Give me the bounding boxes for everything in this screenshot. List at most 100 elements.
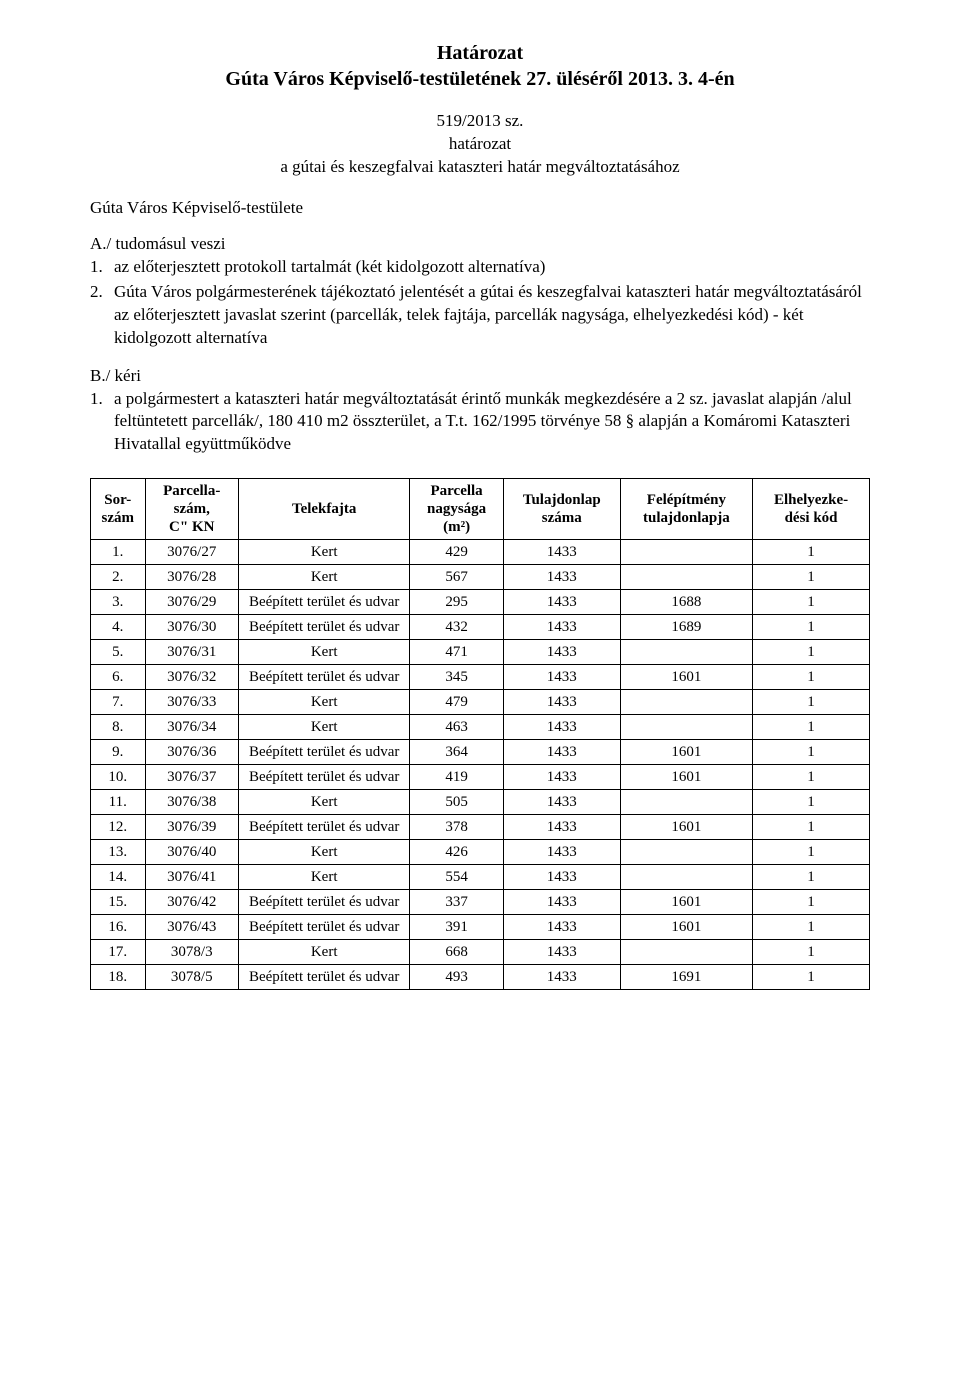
- table-row: 1.3076/27Kert42914331: [91, 540, 870, 565]
- cell-nagysag: 479: [410, 690, 503, 715]
- cell-kod: 1: [753, 640, 870, 665]
- cell-nagysag: 391: [410, 915, 503, 940]
- cell-felepitmeny: [620, 940, 752, 965]
- cell-kod: 1: [753, 865, 870, 890]
- table-row: 12.3076/39Beépített terület és udvar378 1…: [91, 815, 870, 840]
- cell-sorszam: 2.: [91, 565, 146, 590]
- table-row: 4.3076/30Beépített terület és udvar43214…: [91, 615, 870, 640]
- col-head-felepitmeny: Felépítménytulajdonlapja: [620, 479, 752, 540]
- cell-parcellaszam: 3076/27: [145, 540, 238, 565]
- cell-telekfajta: Beépített terület és udvar: [238, 740, 409, 765]
- cell-parcellaszam: 3076/37: [145, 765, 238, 790]
- cell-kod: 1: [753, 790, 870, 815]
- cell-kod: 1: [753, 590, 870, 615]
- cell-kod: 1: [753, 890, 870, 915]
- parcel-table: Sor-szám Parcella-szám,C" KN Telekfajta …: [90, 478, 870, 990]
- table-row: 18.3078/5Beépített terület és udvar49314…: [91, 965, 870, 990]
- cell-nagysag: 554: [410, 865, 503, 890]
- cell-sorszam: 9.: [91, 740, 146, 765]
- table-row: 2.3076/28Kert56714331: [91, 565, 870, 590]
- col-head-tulajdonlap: Tulajdonlapszáma: [503, 479, 620, 540]
- cell-tulajdonlap: 1433: [503, 915, 620, 940]
- cell-tulajdonlap: 1433: [503, 590, 620, 615]
- cell-felepitmeny: 1601: [620, 815, 752, 840]
- cell-felepitmeny: [620, 565, 752, 590]
- cell-telekfajta: Beépített terület és udvar: [238, 815, 409, 840]
- cell-kod: 1: [753, 815, 870, 840]
- cell-nagysag: 419: [410, 765, 503, 790]
- cell-sorszam: 18.: [91, 965, 146, 990]
- cell-telekfajta: Kert: [238, 865, 409, 890]
- cell-felepitmeny: [620, 640, 752, 665]
- cell-sorszam: 3.: [91, 590, 146, 615]
- cell-telekfajta: Kert: [238, 840, 409, 865]
- cell-parcellaszam: 3076/41: [145, 865, 238, 890]
- cell-kod: 1: [753, 840, 870, 865]
- cell-telekfajta: Kert: [238, 715, 409, 740]
- cell-kod: 1: [753, 940, 870, 965]
- cell-kod: 1: [753, 765, 870, 790]
- section-b-item-1-text: a polgármestert a kataszteri határ megvá…: [114, 389, 852, 454]
- cell-nagysag: 426: [410, 840, 503, 865]
- col-head-kod: Elhelyezke-dési kód: [753, 479, 870, 540]
- col-head-nagysag: Parcellanagysága(m²): [410, 479, 503, 540]
- table-row: 8.3076/34Kert46314331: [91, 715, 870, 740]
- cell-parcellaszam: 3076/39: [145, 815, 238, 840]
- cell-parcellaszam: 3076/28: [145, 565, 238, 590]
- section-a-item-1: 1.az előterjesztett protokoll tartalmát …: [90, 256, 870, 279]
- cell-kod: 1: [753, 690, 870, 715]
- cell-telekfajta: Kert: [238, 565, 409, 590]
- cell-tulajdonlap: 1433: [503, 715, 620, 740]
- resolution-header: 519/2013 sz. határozat a gútai és keszeg…: [90, 110, 870, 179]
- cell-telekfajta: Kert: [238, 940, 409, 965]
- cell-sorszam: 13.: [91, 840, 146, 865]
- cell-sorszam: 4.: [91, 615, 146, 640]
- cell-tulajdonlap: 1433: [503, 690, 620, 715]
- cell-telekfajta: Beépített terület és udvar: [238, 765, 409, 790]
- cell-tulajdonlap: 1433: [503, 965, 620, 990]
- cell-tulajdonlap: 1433: [503, 540, 620, 565]
- table-row: 13.3076/40Kert42614331: [91, 840, 870, 865]
- cell-felepitmeny: 1601: [620, 915, 752, 940]
- cell-telekfajta: Kert: [238, 690, 409, 715]
- cell-sorszam: 16.: [91, 915, 146, 940]
- cell-felepitmeny: [620, 865, 752, 890]
- cell-nagysag: 345: [410, 665, 503, 690]
- title-line-2: Gúta Város Képviselő-testületének 27. ül…: [90, 66, 870, 92]
- cell-telekfajta: Beépített terület és udvar: [238, 590, 409, 615]
- cell-kod: 1: [753, 965, 870, 990]
- table-row: 10.3076/37Beépített terület és udvar4191…: [91, 765, 870, 790]
- cell-tulajdonlap: 1433: [503, 765, 620, 790]
- cell-sorszam: 10.: [91, 765, 146, 790]
- cell-kod: 1: [753, 665, 870, 690]
- cell-telekfajta: Kert: [238, 640, 409, 665]
- table-row: 3.3076/29Beépített terület és udvar29514…: [91, 590, 870, 615]
- cell-felepitmeny: 1601: [620, 665, 752, 690]
- cell-nagysag: 378: [410, 815, 503, 840]
- cell-parcellaszam: 3078/5: [145, 965, 238, 990]
- table-row: 15.3076/42Beépített terület és udvar3371…: [91, 890, 870, 915]
- cell-felepitmeny: 1688: [620, 590, 752, 615]
- cell-telekfajta: Beépített terület és udvar: [238, 665, 409, 690]
- section-a-item-2: 2.Gúta Város polgármesterének tájékoztat…: [90, 281, 870, 350]
- table-row: 6.3076/32Beépített terület és udvar34514…: [91, 665, 870, 690]
- resolution-number: 519/2013 sz.: [90, 110, 870, 133]
- cell-nagysag: 295: [410, 590, 503, 615]
- cell-kod: 1: [753, 565, 870, 590]
- table-header-row: Sor-szám Parcella-szám,C" KN Telekfajta …: [91, 479, 870, 540]
- col-head-telekfajta: Telekfajta: [238, 479, 409, 540]
- col-head-sorszam: Sor-szám: [91, 479, 146, 540]
- cell-kod: 1: [753, 615, 870, 640]
- cell-sorszam: 8.: [91, 715, 146, 740]
- cell-parcellaszam: 3076/30: [145, 615, 238, 640]
- cell-sorszam: 12.: [91, 815, 146, 840]
- cell-parcellaszam: 3076/33: [145, 690, 238, 715]
- document-title: Határozat Gúta Város Képviselő-testületé…: [90, 40, 870, 92]
- cell-nagysag: 668: [410, 940, 503, 965]
- resolution-word: határozat: [90, 133, 870, 156]
- cell-felepitmeny: 1691: [620, 965, 752, 990]
- cell-tulajdonlap: 1433: [503, 565, 620, 590]
- table-row: 17.3078/3Kert66814331: [91, 940, 870, 965]
- table-row: 9.3076/36Beépített terület és udvar36414…: [91, 740, 870, 765]
- cell-sorszam: 15.: [91, 890, 146, 915]
